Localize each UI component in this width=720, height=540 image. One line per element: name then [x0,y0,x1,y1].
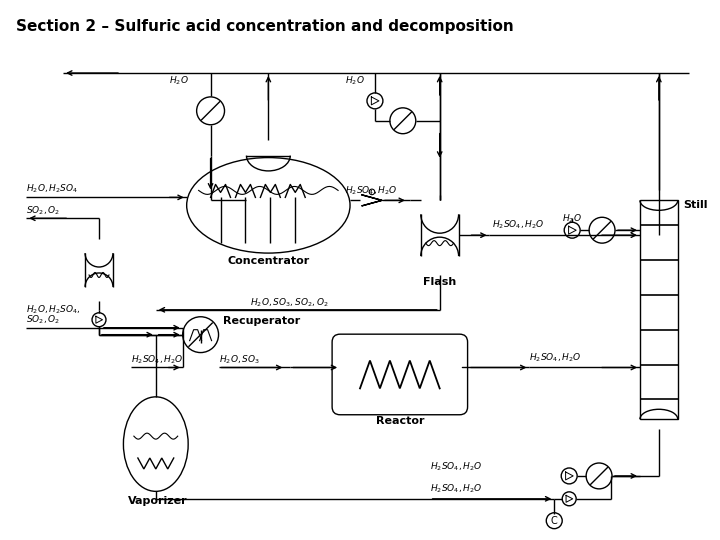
Bar [640,200,678,419]
Text: C: C [551,516,557,526]
Text: Reactor: Reactor [376,416,424,426]
Text: $H_2SO_4, H_2O$: $H_2SO_4, H_2O$ [529,352,582,364]
Text: Vaporizer: Vaporizer [128,496,188,507]
Text: $SO_2, O_2$: $SO_2, O_2$ [27,314,60,326]
Text: $H_2O, SO_3, SO_2, O_2$: $H_2O, SO_3, SO_2, O_2$ [251,296,329,309]
Text: Recuperator: Recuperator [222,316,300,326]
Text: $H_2SO_4, H_2O$: $H_2SO_4, H_2O$ [430,483,482,495]
Text: $H_2O$: $H_2O$ [562,212,582,225]
Text: $H_2SO_4, H_2O$: $H_2SO_4, H_2O$ [492,219,545,232]
Text: $H_2O, H_2SO_4$: $H_2O, H_2SO_4$ [27,182,78,195]
Text: Flash: Flash [423,277,456,287]
Text: Section 2 – Sulfuric acid concentration and decomposition: Section 2 – Sulfuric acid concentration … [17,19,514,35]
Text: $H_2O$: $H_2O$ [345,75,365,87]
Text: $H_2O$: $H_2O$ [168,75,189,87]
Text: $SO_2, O_2$: $SO_2, O_2$ [27,204,60,217]
Text: Concentrator: Concentrator [228,256,310,266]
Text: $H_2O, H_2SO_4,$: $H_2O, H_2SO_4,$ [27,303,81,316]
Text: $H_2SO_4, H_2O$: $H_2SO_4, H_2O$ [430,461,482,473]
Text: Still: Still [683,200,707,211]
Text: $H_2SO_4, H_2O$: $H_2SO_4, H_2O$ [131,353,184,366]
Text: $H_2O, SO_3$: $H_2O, SO_3$ [219,353,259,366]
Text: $H_2SO_4, H_2O$: $H_2SO_4, H_2O$ [345,184,397,197]
